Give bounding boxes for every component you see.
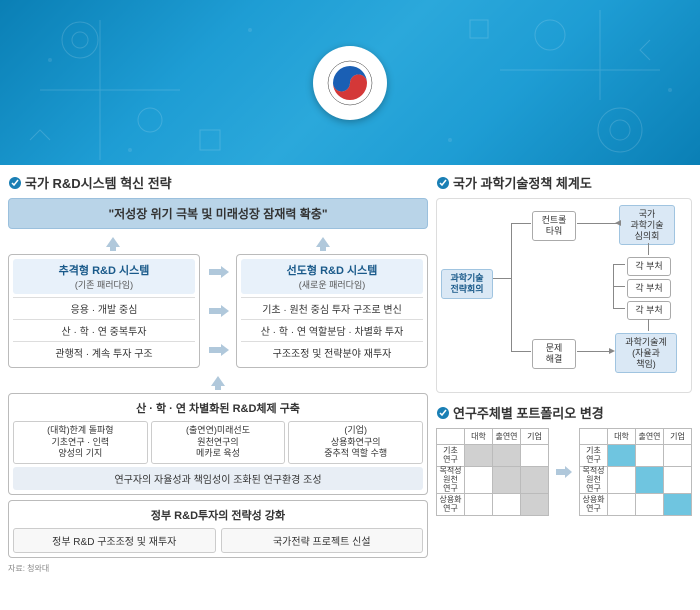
portfolio-title-text: 연구주체별 포트폴리오 변경 xyxy=(453,403,604,422)
block2-title: 정부 R&D투자의 전략성 강화 xyxy=(13,505,423,525)
row-commercial: 상용화연구 xyxy=(437,494,465,516)
col-univ: 대학 xyxy=(465,429,493,445)
col-univ-2: 대학 xyxy=(608,429,636,445)
inst-box: (출연연)미래선도원천연구의메카로 육성 xyxy=(151,421,286,464)
korea-gov-logo xyxy=(313,46,387,120)
col-inst: 출연연 xyxy=(493,429,521,445)
flow-council: 국가과학기술심의회 xyxy=(619,205,675,245)
up-arrows xyxy=(8,235,428,251)
old-paradigm-sub: (기존 패러다임) xyxy=(16,278,192,291)
main-banner: "저성장 위기 극복 및 미래성장 잠재력 확충" xyxy=(8,198,428,229)
col-corp: 기업 xyxy=(521,429,549,445)
env-row: 연구자의 자율성과 책임성이 조화된 연구환경 조성 xyxy=(13,467,423,490)
col-corp-2: 기업 xyxy=(664,429,692,445)
old-row-2: 산 · 학 · 연 중복투자 xyxy=(13,319,195,341)
new-row-3: 구조조정 및 전략분야 재투자 xyxy=(241,341,423,363)
portfolio-arrow-icon xyxy=(555,465,573,479)
investment-strategy-block: 정부 R&D투자의 전략성 강화 정부 R&D 구조조정 및 재투자 국가전략 … xyxy=(8,500,428,558)
flow-solve: 문제해결 xyxy=(532,339,576,369)
new-row-1: 기초 · 원천 중심 투자 구조로 변신 xyxy=(241,297,423,319)
portfolio-grid-after: 대학출연연기업 기초연구 목적성원천연구 상용화연구 xyxy=(579,428,692,516)
source-text: 자료: 청와대 xyxy=(8,563,428,574)
policy-section-title: 국가 과학기술정책 체계도 xyxy=(436,173,692,192)
portfolio-section-title: 연구주체별 포트폴리오 변경 xyxy=(436,403,692,422)
row-basic-2: 기초연구 xyxy=(580,445,608,467)
old-paradigm-title: 추격형 R&D 시스템 xyxy=(16,262,192,278)
block1-title: 산 · 학 · 연 차별화된 R&D체제 구축 xyxy=(13,398,423,418)
row-commercial-2: 상용화연구 xyxy=(580,494,608,516)
flow-dept-2: 각 부처 xyxy=(627,279,671,298)
flow-dept-1: 각 부처 xyxy=(627,257,671,276)
section-icon xyxy=(436,406,450,420)
national-project-box: 국가전략 프로젝트 신설 xyxy=(221,528,424,553)
section-icon xyxy=(8,176,22,190)
section-icon xyxy=(436,176,450,190)
policy-flowchart: 과학기술전략회의 컨트롤타워 국가과학기술심의회 각 부처 각 부처 각 부처 … xyxy=(436,198,692,393)
paradigm-arrows xyxy=(206,254,230,368)
old-row-3: 관행적 · 계속 투자 구조 xyxy=(13,341,195,363)
flow-dept-3: 각 부처 xyxy=(627,301,671,320)
strategy-section-title: 국가 R&D시스템 혁신 전략 xyxy=(8,173,428,192)
paradigm-comparison: 추격형 R&D 시스템 (기존 패러다임) 응용 · 개발 중심 산 · 학 ·… xyxy=(8,254,428,368)
univ-box: (대학)한계 돌파형기초연구 · 인력양성의 기지 xyxy=(13,421,148,464)
row-basic: 기초연구 xyxy=(437,445,465,467)
new-paradigm-title: 선도형 R&D 시스템 xyxy=(244,262,420,278)
row-applied-2: 목적성원천연구 xyxy=(580,467,608,494)
portfolio-comparison: 대학출연연기업 기초연구 목적성원천연구 상용화연구 대학출연연기업 기초연구 … xyxy=(436,428,692,516)
portfolio-grid-before: 대학출연연기업 기초연구 목적성원천연구 상용화연구 xyxy=(436,428,549,516)
up-arrows-2 xyxy=(8,374,428,390)
old-paradigm-col: 추격형 R&D 시스템 (기존 패러다임) 응용 · 개발 중심 산 · 학 ·… xyxy=(8,254,200,368)
flow-tower: 컨트롤타워 xyxy=(532,211,576,241)
restructure-box: 정부 R&D 구조조정 및 재투자 xyxy=(13,528,216,553)
new-paradigm-col: 선도형 R&D 시스템 (새로운 패러다임) 기초 · 원천 중심 투자 구조로… xyxy=(236,254,428,368)
old-row-1: 응용 · 개발 중심 xyxy=(13,297,195,319)
flow-main: 과학기술전략회의 xyxy=(441,269,493,299)
differentiated-system-block: 산 · 학 · 연 차별화된 R&D체제 구축 (대학)한계 돌파형기초연구 ·… xyxy=(8,393,428,495)
col-inst-2: 출연연 xyxy=(636,429,664,445)
policy-title-text: 국가 과학기술정책 체계도 xyxy=(453,173,592,192)
row-applied: 목적성원천연구 xyxy=(437,467,465,494)
hero-banner xyxy=(0,0,700,165)
new-paradigm-sub: (새로운 패러다임) xyxy=(244,278,420,291)
new-row-2: 산 · 학 · 연 역할분담 · 차별화 투자 xyxy=(241,319,423,341)
corp-box: (기업)상용화연구의중추적 역할 수행 xyxy=(288,421,423,464)
strategy-title-text: 국가 R&D시스템 혁신 전략 xyxy=(25,173,172,192)
flow-community: 과학기술계(자율과책임) xyxy=(615,333,677,373)
